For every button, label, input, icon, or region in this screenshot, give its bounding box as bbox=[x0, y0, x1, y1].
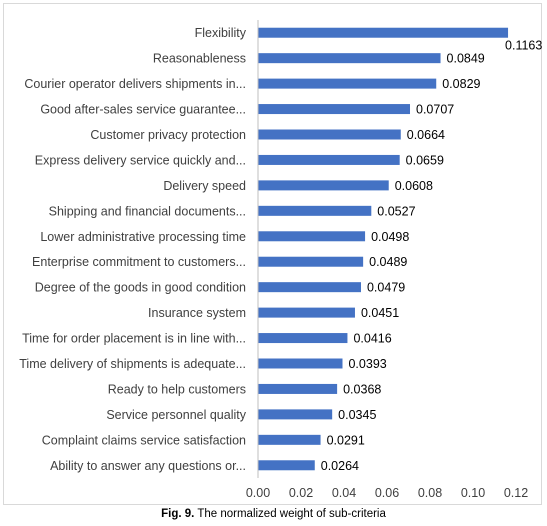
x-tick-label: 0.04 bbox=[332, 486, 356, 500]
data-label: 0.0451 bbox=[361, 306, 399, 320]
data-label: 0.0829 bbox=[442, 77, 480, 91]
caption-prefix: Fig. 9. bbox=[161, 508, 195, 520]
data-label: 0.0291 bbox=[327, 433, 365, 447]
bar bbox=[258, 104, 411, 115]
bar bbox=[258, 129, 401, 140]
bar bbox=[258, 358, 343, 369]
bar bbox=[258, 205, 372, 216]
bar bbox=[258, 78, 437, 89]
category-label: Ready to help customers bbox=[108, 382, 246, 396]
axis-layer: Flexibility 0.1163 Reasonableness 0.0849 Cou… bbox=[19, 20, 542, 500]
bar bbox=[258, 154, 400, 165]
category-label: Customer privacy protection bbox=[90, 128, 246, 142]
data-label: 0.0498 bbox=[371, 230, 409, 244]
data-label: 0.0368 bbox=[343, 382, 381, 396]
x-tick-label: 0.10 bbox=[461, 486, 485, 500]
x-tick-label: 0.08 bbox=[418, 486, 442, 500]
bar bbox=[258, 383, 338, 394]
data-label: 0.1163 bbox=[505, 39, 542, 53]
category-label: Shipping and financial documents... bbox=[49, 204, 246, 218]
bar bbox=[258, 333, 348, 344]
category-label: Flexibility bbox=[195, 26, 247, 40]
category-label: Time for order placement is in line with… bbox=[22, 332, 246, 346]
data-label: 0.0527 bbox=[377, 204, 415, 218]
category-label: Courier operator delivers shipments in..… bbox=[24, 77, 246, 91]
category-label: Enterprise commitment to customers... bbox=[32, 255, 246, 269]
data-label: 0.0393 bbox=[348, 357, 386, 371]
bar bbox=[258, 282, 361, 293]
bar bbox=[258, 180, 389, 191]
bar bbox=[258, 460, 315, 471]
category-label: Express delivery service quickly and... bbox=[35, 153, 246, 167]
data-label: 0.0479 bbox=[367, 281, 405, 295]
data-label: 0.0416 bbox=[353, 332, 391, 346]
bar bbox=[258, 307, 355, 318]
bar bbox=[258, 27, 509, 38]
x-tick-label: 0.12 bbox=[504, 486, 528, 500]
category-label: Time delivery of shipments is adequate..… bbox=[19, 357, 246, 371]
bar bbox=[258, 53, 441, 64]
category-label: Good after-sales service guarantee... bbox=[40, 103, 246, 117]
category-label: Delivery speed bbox=[163, 179, 246, 193]
bar bbox=[258, 256, 364, 267]
bars-layer bbox=[258, 27, 509, 471]
category-label: Complaint claims service satisfaction bbox=[42, 433, 246, 447]
x-tick-label: 0.00 bbox=[246, 486, 270, 500]
data-label: 0.0849 bbox=[447, 52, 485, 66]
data-label: 0.0489 bbox=[369, 255, 407, 269]
figure-caption: Fig. 9. The normalized weight of sub-cri… bbox=[0, 508, 547, 520]
x-tick-label: 0.02 bbox=[289, 486, 313, 500]
data-label: 0.0608 bbox=[395, 179, 433, 193]
x-tick-label: 0.06 bbox=[375, 486, 399, 500]
data-label: 0.0345 bbox=[338, 408, 376, 422]
chart-frame: Flexibility 0.1163 Reasonableness 0.0849 Cou… bbox=[3, 3, 542, 505]
data-label: 0.0707 bbox=[416, 103, 454, 117]
category-label: Service personnel quality bbox=[106, 408, 246, 422]
data-label: 0.0264 bbox=[321, 459, 359, 473]
bar bbox=[258, 434, 321, 445]
category-label: Reasonableness bbox=[153, 52, 246, 66]
bar bbox=[258, 231, 366, 242]
category-label: Lower administrative processing time bbox=[40, 230, 246, 244]
bar bbox=[258, 409, 333, 420]
bar-chart: Flexibility 0.1163 Reasonableness 0.0849 Cou… bbox=[19, 20, 542, 500]
data-label: 0.0659 bbox=[406, 153, 444, 167]
category-label: Insurance system bbox=[148, 306, 246, 320]
category-label: Ability to answer any questions or... bbox=[50, 459, 246, 473]
data-label: 0.0664 bbox=[407, 128, 445, 142]
caption-text: The normalized weight of sub-criteria bbox=[194, 508, 386, 520]
category-label: Degree of the goods in good condition bbox=[35, 281, 246, 295]
